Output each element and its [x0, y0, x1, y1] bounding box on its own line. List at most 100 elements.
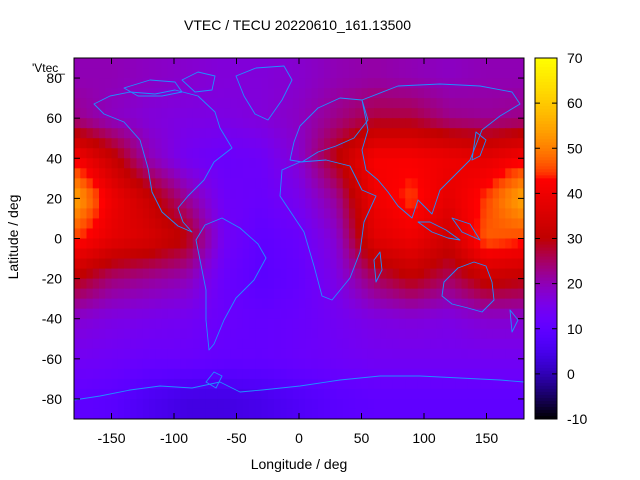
heatmap-cell	[261, 368, 269, 380]
heatmap-cell	[217, 258, 225, 270]
heatmap-cell	[499, 368, 506, 380]
heatmap-cell	[430, 358, 438, 370]
heatmap-cell	[299, 228, 306, 240]
heatmap-cell	[261, 68, 269, 79]
heatmap-cell	[211, 128, 219, 139]
heatmap-cell	[405, 98, 413, 109]
heatmap-cell	[92, 198, 100, 210]
heatmap-cell	[267, 138, 275, 149]
heatmap-cell	[236, 98, 244, 109]
heatmap-cell	[399, 138, 406, 149]
heatmap-cell	[305, 98, 313, 109]
heatmap-cell	[436, 228, 444, 240]
heatmap-cell	[155, 388, 163, 400]
colorbar-step	[535, 310, 557, 315]
heatmap-cell	[374, 238, 381, 250]
heatmap-cell	[492, 338, 500, 350]
heatmap-cell	[74, 118, 81, 129]
heatmap-cell	[155, 358, 163, 370]
heatmap-cell	[267, 298, 275, 310]
heatmap-cell	[180, 268, 188, 280]
heatmap-cell	[267, 68, 275, 79]
colorbar-step	[535, 142, 557, 146]
heatmap-cell	[186, 298, 194, 310]
heatmap-cell	[405, 318, 413, 330]
heatmap-cell	[511, 68, 519, 79]
heatmap-cell	[461, 358, 469, 370]
heatmap-cell	[430, 88, 438, 99]
heatmap-cell	[86, 338, 94, 350]
heatmap-cell	[474, 288, 481, 300]
heatmap-cell	[99, 218, 106, 230]
heatmap-cell	[80, 318, 88, 330]
heatmap-cell	[242, 348, 250, 360]
heatmap-cell	[136, 168, 144, 179]
heatmap-cell	[355, 308, 363, 320]
heatmap-cell	[161, 248, 169, 260]
heatmap-cell	[305, 258, 313, 270]
heatmap-cell	[155, 228, 163, 240]
heatmap-cell	[292, 338, 300, 350]
heatmap-cell	[174, 278, 181, 290]
heatmap-cell	[455, 378, 463, 390]
heatmap-cell	[349, 368, 356, 380]
heatmap-cell	[311, 248, 319, 260]
heatmap-cell	[505, 138, 513, 149]
heatmap-cell	[430, 248, 438, 260]
heatmap-cell	[261, 348, 269, 360]
heatmap-cell	[461, 128, 469, 139]
heatmap-cell	[180, 328, 188, 340]
heatmap-cell	[467, 218, 475, 230]
heatmap-cell	[442, 288, 450, 300]
heatmap-cell	[305, 408, 313, 419]
heatmap-cell	[380, 378, 388, 390]
heatmap-cell	[280, 368, 288, 380]
heatmap-cell	[336, 258, 344, 270]
heatmap-cell	[511, 268, 519, 280]
heatmap-cell	[492, 308, 500, 320]
heatmap-cell	[180, 298, 188, 310]
heatmap-cell	[374, 248, 381, 260]
heatmap-cell	[180, 388, 188, 400]
heatmap-cell	[161, 328, 169, 340]
heatmap-cell	[92, 378, 100, 390]
heatmap-cell	[455, 178, 463, 189]
heatmap-cell	[480, 298, 488, 310]
heatmap-cell	[374, 368, 381, 380]
heatmap-cell	[224, 128, 231, 139]
heatmap-cell	[324, 158, 331, 169]
heatmap-cell	[249, 308, 256, 320]
heatmap-cell	[205, 248, 213, 260]
heatmap-cell	[455, 368, 463, 380]
heatmap-cell	[511, 88, 519, 99]
heatmap-cell	[411, 58, 419, 69]
heatmap-cell	[492, 318, 500, 330]
heatmap-cell	[449, 218, 456, 230]
heatmap-cell	[399, 268, 406, 280]
heatmap-cell	[142, 108, 150, 119]
heatmap-cell	[367, 178, 375, 189]
heatmap-cell	[111, 198, 119, 210]
heatmap-cell	[305, 268, 313, 280]
heatmap-cell	[92, 318, 100, 330]
heatmap-cell	[149, 228, 156, 240]
heatmap-cell	[155, 318, 163, 330]
heatmap-cell	[155, 288, 163, 300]
heatmap-cell	[236, 298, 244, 310]
heatmap-cell	[74, 98, 81, 109]
heatmap-cell	[311, 68, 319, 79]
heatmap-cell	[505, 158, 513, 169]
heatmap-cell	[180, 108, 188, 119]
heatmap-cell	[99, 98, 106, 109]
heatmap-cell	[192, 358, 200, 370]
heatmap-cell	[124, 288, 131, 300]
heatmap-cell	[249, 258, 256, 270]
heatmap-cell	[136, 388, 144, 400]
heatmap-cell	[274, 328, 281, 340]
heatmap-cell	[224, 328, 231, 340]
colorbar-step	[535, 154, 557, 158]
heatmap-cell	[461, 338, 469, 350]
heatmap-cell	[299, 348, 306, 360]
heatmap-cell	[505, 298, 513, 310]
heatmap-cell	[92, 408, 100, 419]
